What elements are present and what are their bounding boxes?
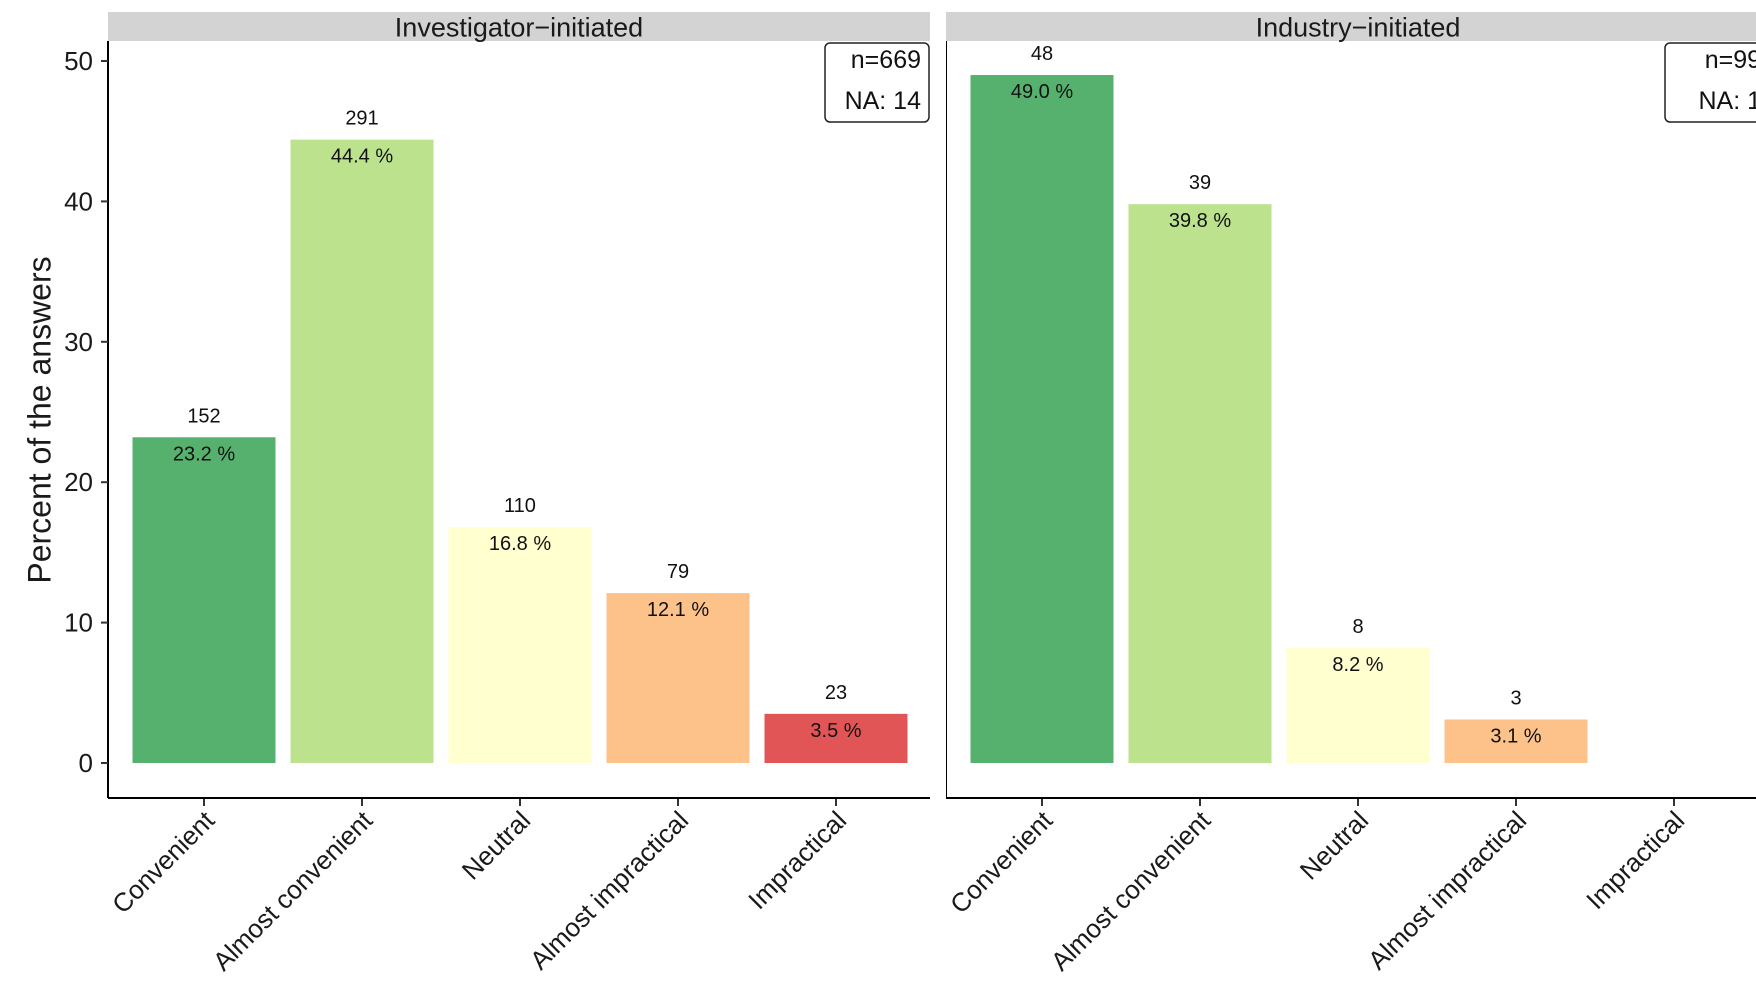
percent-label: 39.8 % (1169, 210, 1231, 232)
panel-content: Investigator−initiated 152 23.2 % Convenien… (106, 12, 930, 976)
x-tick-label: Neutral (1294, 805, 1374, 885)
bar-2 (448, 527, 592, 763)
n-label: n=99 (1705, 46, 1756, 74)
count-label: 110 (504, 495, 536, 517)
percent-label: 49.0 % (1011, 81, 1073, 103)
x-tick-label: Almost convenient (1045, 804, 1217, 976)
bar-4 (764, 713, 908, 763)
y-tick-label: 30 (64, 327, 93, 357)
y-tick-label: 10 (64, 608, 93, 638)
percent-label: 12.1 % (647, 599, 709, 621)
count-label: 23 (825, 682, 847, 704)
percent-label: 3.5 % (810, 720, 861, 742)
percent-label: 16.8 % (489, 533, 551, 555)
na-label: NA: 1 (1698, 87, 1756, 115)
count-label: 152 (187, 405, 220, 427)
x-tick-label: Impractical (1580, 805, 1690, 915)
y-tick-label: 50 (64, 46, 93, 76)
count-label: 48 (1031, 43, 1053, 65)
bar-3 (606, 593, 750, 763)
count-label: 291 (345, 108, 378, 130)
sample-size-box (824, 42, 930, 123)
bar-3 (1444, 719, 1588, 763)
bar-0 (132, 437, 276, 763)
x-tick-label: Almost convenient (207, 804, 379, 976)
y-axis-title: Percent of the answers (21, 256, 57, 583)
panel-content: Industry−initiated 48 49.0 % Convenient 39 39… (944, 12, 1756, 976)
y-tick-label: 40 (64, 186, 93, 216)
x-tick-label: Neutral (456, 805, 536, 885)
facet-title: Industry−initiated (1256, 13, 1461, 43)
na-label: NA: 14 (845, 87, 922, 115)
n-label: n=669 (851, 46, 921, 74)
x-tick-label: Impractical (742, 805, 852, 915)
y-tick-label: 0 (79, 748, 93, 778)
count-label: 8 (1352, 616, 1363, 638)
x-tick-label: Almost impractical (524, 805, 694, 975)
y-tick-label: 20 (64, 467, 93, 497)
facet-title: Investigator−initiated (395, 13, 643, 43)
percent-label: 8.2 % (1332, 654, 1383, 676)
count-label: 39 (1189, 172, 1211, 194)
percent-label: 44.4 % (331, 146, 393, 168)
count-label: 3 (1510, 687, 1521, 709)
sample-size-box (1664, 42, 1756, 123)
facet-strip (946, 12, 1756, 41)
x-tick-label: Almost impractical (1362, 805, 1532, 975)
bar-2 (1286, 647, 1430, 763)
bar-1 (290, 139, 434, 763)
x-tick-label: Convenient (944, 804, 1059, 919)
percent-label: 3.1 % (1490, 725, 1541, 747)
panel-1: Investigator−initiated 152 23.2 % Convenien… (106, 12, 930, 976)
x-tick-label: Convenient (106, 804, 221, 919)
facet-strip (108, 12, 930, 41)
panel-2: Industry−initiated 48 49.0 % Convenient 39 39… (944, 12, 1756, 976)
count-label: 79 (667, 561, 689, 583)
percent-label: 23.2 % (173, 443, 235, 465)
bar-0 (970, 75, 1114, 764)
bar-1 (1128, 204, 1272, 763)
